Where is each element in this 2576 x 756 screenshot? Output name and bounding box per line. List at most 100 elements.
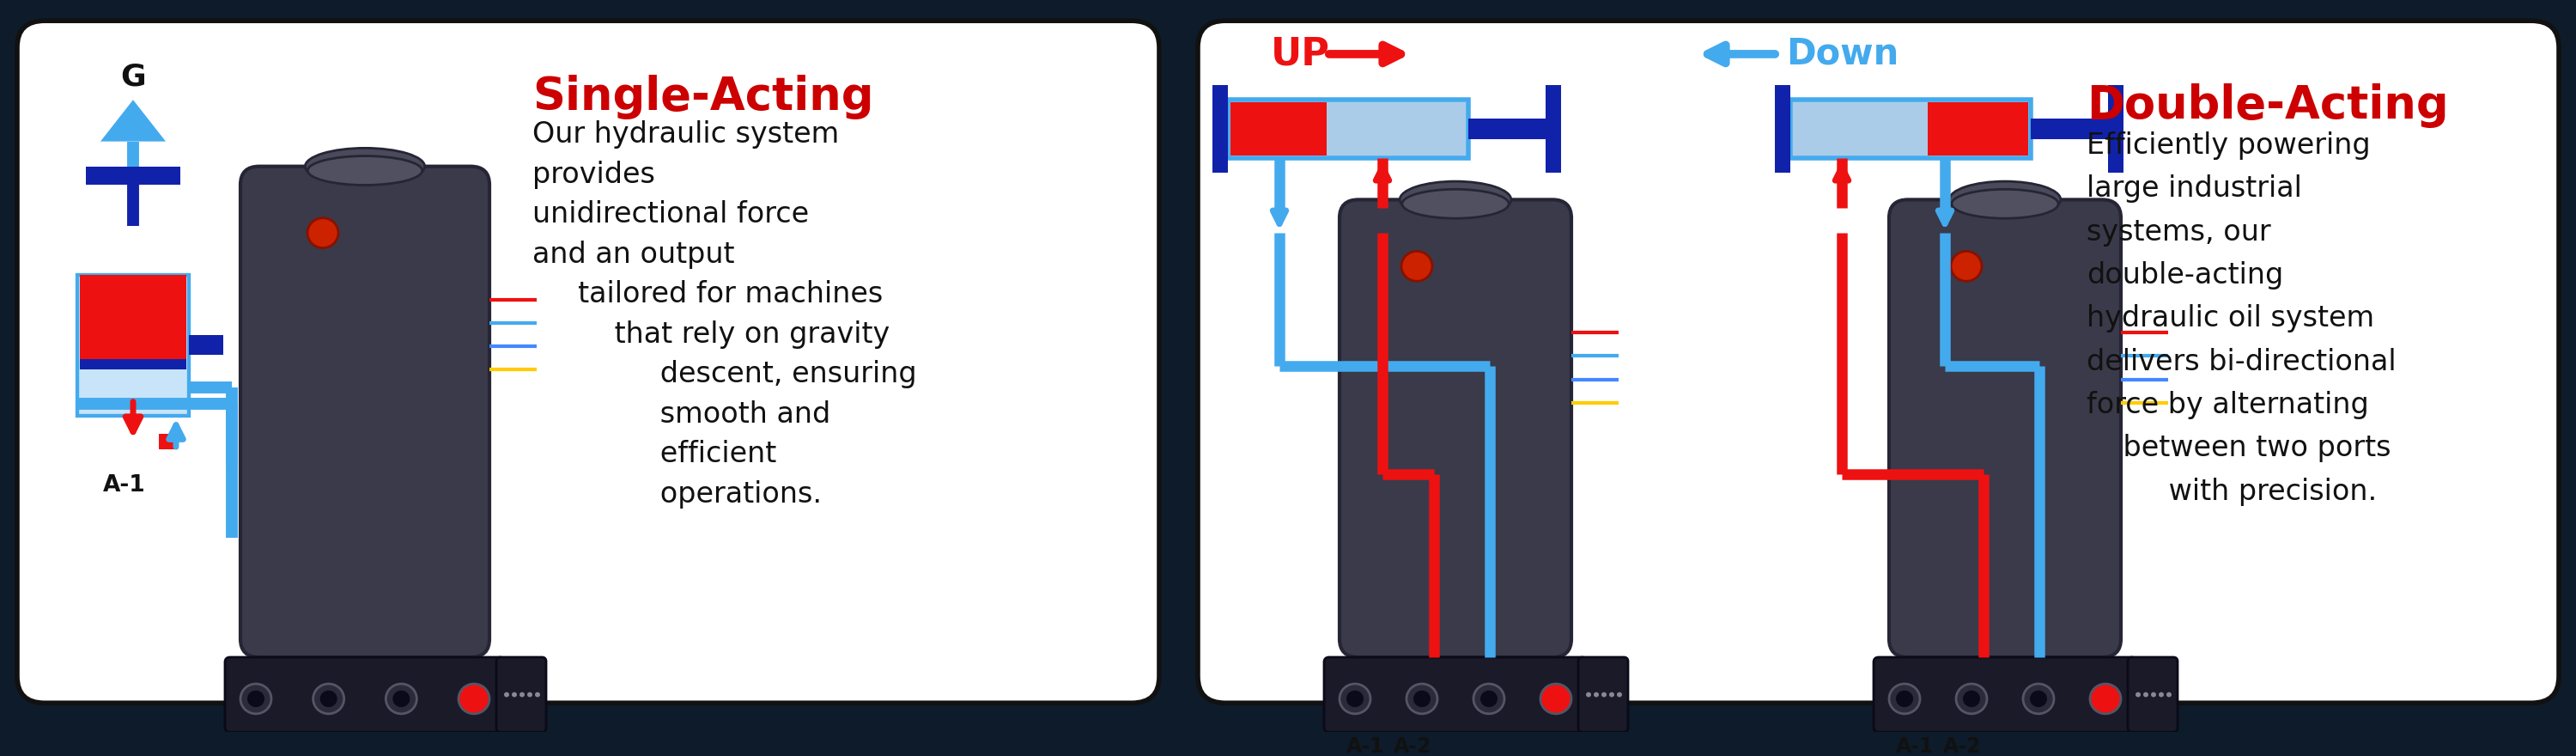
Bar (1468, 119, 1546, 139)
Text: hydraulic oil system: hydraulic oil system (2087, 305, 2375, 333)
Text: G: G (121, 62, 147, 91)
Text: A-2: A-2 (1942, 736, 1981, 756)
Text: between two ports: between two ports (2087, 434, 2391, 463)
Bar (1790, 100, 2030, 158)
Circle shape (513, 692, 518, 697)
Text: provides: provides (533, 160, 654, 189)
Circle shape (2166, 692, 2172, 697)
Circle shape (1950, 251, 1981, 281)
Circle shape (386, 684, 417, 714)
Text: Our hydraulic system: Our hydraulic system (533, 121, 840, 149)
Text: that rely on gravity: that rely on gravity (533, 321, 889, 349)
FancyBboxPatch shape (1579, 657, 1628, 732)
Bar (1790, 100, 2030, 158)
FancyBboxPatch shape (2128, 657, 2177, 732)
FancyBboxPatch shape (497, 657, 546, 732)
Ellipse shape (1953, 189, 2058, 218)
Bar (1793, 102, 1927, 156)
Text: Down: Down (1785, 36, 1899, 72)
Circle shape (520, 692, 526, 697)
Text: Double-Acting: Double-Acting (2087, 83, 2450, 128)
Ellipse shape (1950, 181, 2061, 218)
Text: A-1: A-1 (1896, 736, 1935, 756)
Bar (77, 274, 188, 416)
Text: large industrial: large industrial (2087, 175, 2303, 203)
Bar (85, 166, 180, 184)
Text: double-acting: double-acting (2087, 262, 2282, 290)
Circle shape (1896, 690, 1914, 707)
Circle shape (2136, 692, 2141, 697)
Bar (2107, 85, 2123, 173)
Bar (1927, 102, 2027, 156)
Text: Single-Acting: Single-Acting (533, 75, 873, 119)
Text: tailored for machines: tailored for machines (533, 280, 884, 308)
FancyBboxPatch shape (227, 662, 502, 707)
Circle shape (247, 690, 265, 707)
FancyBboxPatch shape (1888, 200, 2120, 657)
Circle shape (1414, 690, 1430, 707)
FancyBboxPatch shape (1327, 662, 1584, 707)
FancyBboxPatch shape (240, 166, 489, 657)
Text: with precision.: with precision. (2087, 478, 2378, 506)
Circle shape (1595, 692, 1600, 697)
FancyBboxPatch shape (224, 657, 505, 732)
Ellipse shape (1399, 181, 1512, 218)
Text: smooth and: smooth and (533, 400, 829, 429)
Text: A-2: A-2 (1394, 736, 1432, 756)
Circle shape (1340, 684, 1370, 714)
FancyBboxPatch shape (1875, 662, 2133, 707)
Circle shape (1473, 684, 1504, 714)
Circle shape (1610, 692, 1615, 697)
Text: systems, our: systems, our (2087, 218, 2272, 246)
Text: A-1: A-1 (103, 474, 147, 497)
Bar (1229, 100, 1468, 158)
Ellipse shape (307, 156, 422, 185)
Circle shape (2089, 684, 2120, 714)
Circle shape (536, 692, 541, 697)
FancyBboxPatch shape (18, 21, 1159, 703)
Circle shape (240, 684, 270, 714)
Circle shape (2143, 692, 2148, 697)
Circle shape (1481, 690, 1497, 707)
Circle shape (505, 692, 510, 697)
Circle shape (459, 684, 489, 714)
Circle shape (1406, 684, 1437, 714)
Text: and an output: and an output (533, 240, 734, 269)
Text: Efficiently powering: Efficiently powering (2087, 132, 2370, 160)
Text: UP: UP (1270, 36, 1329, 73)
Bar (188, 335, 224, 355)
Text: delivers bi-directional: delivers bi-directional (2087, 348, 2396, 376)
Circle shape (307, 218, 337, 248)
Circle shape (314, 684, 345, 714)
Circle shape (1602, 692, 1607, 697)
Bar (160, 434, 178, 449)
Text: A-1: A-1 (1347, 736, 1383, 756)
Text: efficient: efficient (533, 440, 775, 469)
Bar (80, 359, 185, 370)
Circle shape (319, 690, 337, 707)
Bar (2030, 119, 2107, 139)
Ellipse shape (304, 148, 425, 184)
FancyBboxPatch shape (1198, 21, 2558, 703)
Bar (1229, 100, 1468, 158)
Circle shape (2159, 692, 2164, 697)
Circle shape (1540, 684, 1571, 714)
Circle shape (1955, 684, 1986, 714)
Circle shape (2030, 690, 2048, 707)
Circle shape (1587, 692, 1592, 697)
Ellipse shape (1401, 189, 1510, 218)
FancyBboxPatch shape (1873, 657, 2136, 732)
FancyBboxPatch shape (1340, 200, 1571, 657)
Text: operations.: operations. (533, 480, 822, 508)
Bar (1327, 102, 1466, 156)
Bar (80, 274, 185, 359)
Circle shape (1963, 690, 1981, 707)
Text: unidirectional force: unidirectional force (533, 200, 809, 229)
FancyBboxPatch shape (1324, 657, 1587, 732)
Text: force by alternating: force by alternating (2087, 391, 2370, 420)
Circle shape (392, 690, 410, 707)
Bar (77, 274, 188, 416)
Bar (1775, 85, 1790, 173)
Circle shape (2151, 692, 2156, 697)
Circle shape (2022, 684, 2053, 714)
